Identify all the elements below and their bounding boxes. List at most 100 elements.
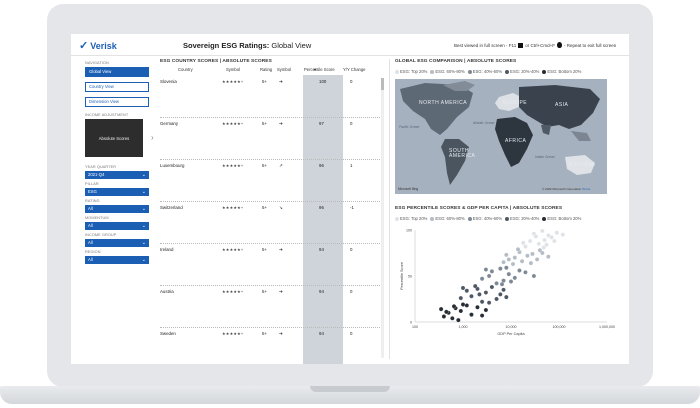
scatter-point[interactable] — [479, 313, 485, 318]
scatter-point[interactable] — [506, 271, 512, 277]
scatter-point[interactable] — [521, 240, 526, 246]
table-row[interactable]: Slovenia ★★★★★+ 5+ ➔ 100 0 — [160, 79, 380, 89]
legend-item[interactable]: ESG: 40%-60% — [467, 69, 502, 74]
scatter-point[interactable] — [525, 253, 530, 258]
scatter-point[interactable] — [504, 265, 509, 270]
scatter-point[interactable] — [498, 266, 503, 271]
legend-item[interactable]: ESG: Top 20% — [395, 216, 427, 221]
scatter-point[interactable] — [494, 296, 499, 302]
table-row[interactable]: Austria ★★★★★+ 5+ ➔ 94 0 — [160, 289, 380, 299]
scatter-point[interactable] — [533, 234, 539, 239]
scatter-point[interactable] — [506, 257, 512, 262]
nav-country-view[interactable]: Country View — [85, 82, 149, 92]
filter-select[interactable]: ESG ⌄ — [85, 188, 149, 196]
scatter-point[interactable] — [489, 269, 495, 274]
sort-desc-icon[interactable]: ▼ — [313, 67, 317, 72]
legend-item[interactable]: ESG: 20%-40% — [505, 69, 539, 74]
scatter-point[interactable] — [519, 259, 525, 264]
filter-select[interactable]: 2021-Q4 ⌄ — [85, 171, 149, 179]
col-country[interactable]: Country — [178, 67, 193, 72]
world-map[interactable]: NORTH AMERICA EUROPE ASIA AFRICA SOUTH A… — [395, 79, 607, 194]
nav-dimension-view[interactable]: Dimension View — [85, 97, 149, 107]
scatter-point[interactable] — [479, 299, 485, 304]
map-greenland[interactable] — [443, 81, 475, 91]
scatter-point[interactable] — [479, 276, 485, 281]
filter-select[interactable]: All ⌄ — [85, 239, 149, 247]
scatter-point[interactable] — [540, 250, 545, 256]
scatter-point[interactable] — [512, 275, 518, 281]
table-row[interactable]: Ireland ★★★★★+ 5+ ➔ 94 0 — [160, 247, 380, 257]
map-australia[interactable] — [565, 155, 595, 175]
scatter-point[interactable] — [460, 285, 466, 291]
scatter-point[interactable] — [477, 292, 482, 297]
scatter-point[interactable] — [438, 306, 444, 312]
scatter-point[interactable] — [486, 300, 492, 305]
map-south-america[interactable] — [441, 139, 469, 185]
scatter-point[interactable] — [515, 247, 521, 252]
scatter-point[interactable] — [540, 228, 545, 234]
scatter-point[interactable] — [498, 292, 503, 297]
scatter-point[interactable] — [464, 303, 470, 308]
scatter-point[interactable] — [531, 273, 537, 279]
scatter-point[interactable] — [504, 252, 509, 258]
table-row[interactable]: Sweden ★★★★★+ 5+ ➔ 94 0 — [160, 331, 380, 341]
scatter-point[interactable] — [458, 295, 464, 301]
scatter-point[interactable] — [451, 304, 457, 309]
scatter-chart[interactable]: 100 1,000 10,000 100,000 1,000,000 0 50 100 GDP … — [395, 224, 615, 344]
scatter-point[interactable] — [469, 294, 474, 299]
scatter-point[interactable] — [441, 314, 447, 319]
scatter-point[interactable] — [460, 302, 466, 307]
chevron-right-icon[interactable]: › — [151, 133, 154, 142]
legend-item[interactable]: ESG: Top 20% — [395, 69, 427, 74]
filter-select[interactable]: All ⌄ — [85, 222, 149, 230]
map-asia[interactable] — [519, 85, 600, 129]
scatter-point[interactable] — [523, 244, 528, 249]
legend-item[interactable]: ESG: 40%-60% — [467, 216, 502, 221]
scatter-point[interactable] — [544, 242, 549, 247]
table-row[interactable]: Germany ★★★★★+ 5+ ➔ 97 0 — [160, 121, 380, 131]
legend-item[interactable]: ESG: Bottom 20% — [542, 69, 581, 74]
nav-global-view[interactable]: Global View — [85, 67, 149, 77]
scatter-point[interactable] — [536, 241, 542, 247]
scatter-point[interactable] — [501, 287, 506, 293]
map-africa[interactable] — [495, 117, 533, 167]
col-symbol-2[interactable]: Symbol — [277, 67, 291, 72]
scatter-point[interactable] — [504, 294, 509, 300]
col-symbol[interactable]: Symbol — [226, 67, 240, 72]
scatter-point[interactable] — [542, 237, 547, 243]
scatter-point[interactable] — [510, 261, 516, 267]
scatter-point[interactable] — [528, 260, 534, 266]
legend-item[interactable]: ESG: 60%-80% — [430, 216, 465, 221]
map-north-america[interactable] — [400, 83, 473, 135]
scatter-point[interactable] — [483, 307, 489, 313]
scatter-point[interactable] — [494, 281, 499, 286]
scatter-point[interactable] — [534, 257, 540, 262]
legend-item[interactable]: ESG: Bottom 20% — [542, 216, 581, 221]
scatter-point[interactable] — [560, 232, 566, 237]
scatter-point[interactable] — [517, 268, 522, 273]
table-row[interactable]: Switzerland ★★★★★+ 5+ ↘ 96 -1 — [160, 205, 380, 215]
map-indonesia[interactable] — [571, 131, 591, 141]
scatter-point[interactable] — [456, 317, 461, 323]
table-scrollbar[interactable] — [381, 78, 384, 358]
scatter-point[interactable] — [483, 267, 489, 272]
scatter-point[interactable] — [499, 282, 505, 287]
scatter-point[interactable] — [469, 312, 474, 317]
scatter-point[interactable] — [508, 279, 514, 284]
scatter-point[interactable] — [512, 255, 518, 260]
scatter-point[interactable] — [489, 284, 495, 290]
scatter-point[interactable] — [552, 238, 557, 244]
legend-item[interactable]: ESG: 20%-40% — [505, 216, 539, 221]
verisk-logo[interactable]: ✓ Verisk — [79, 39, 117, 52]
map-terms-link[interactable]: Terms — [582, 187, 591, 191]
table-row[interactable]: Luxembourg ★★★★★+ 5+ ↗ 96 1 — [160, 163, 380, 173]
scatter-point[interactable] — [530, 251, 535, 257]
scatter-point[interactable] — [475, 305, 480, 310]
col-percentile-score[interactable]: Percentile Score — [304, 67, 335, 72]
map-europe[interactable] — [495, 93, 521, 111]
legend-item[interactable]: ESG: 60%-80% — [430, 69, 465, 74]
map-india[interactable] — [541, 125, 551, 135]
scatter-point[interactable] — [486, 273, 492, 279]
col-rating[interactable]: Rating — [260, 67, 273, 72]
scatter-point[interactable] — [450, 316, 455, 321]
